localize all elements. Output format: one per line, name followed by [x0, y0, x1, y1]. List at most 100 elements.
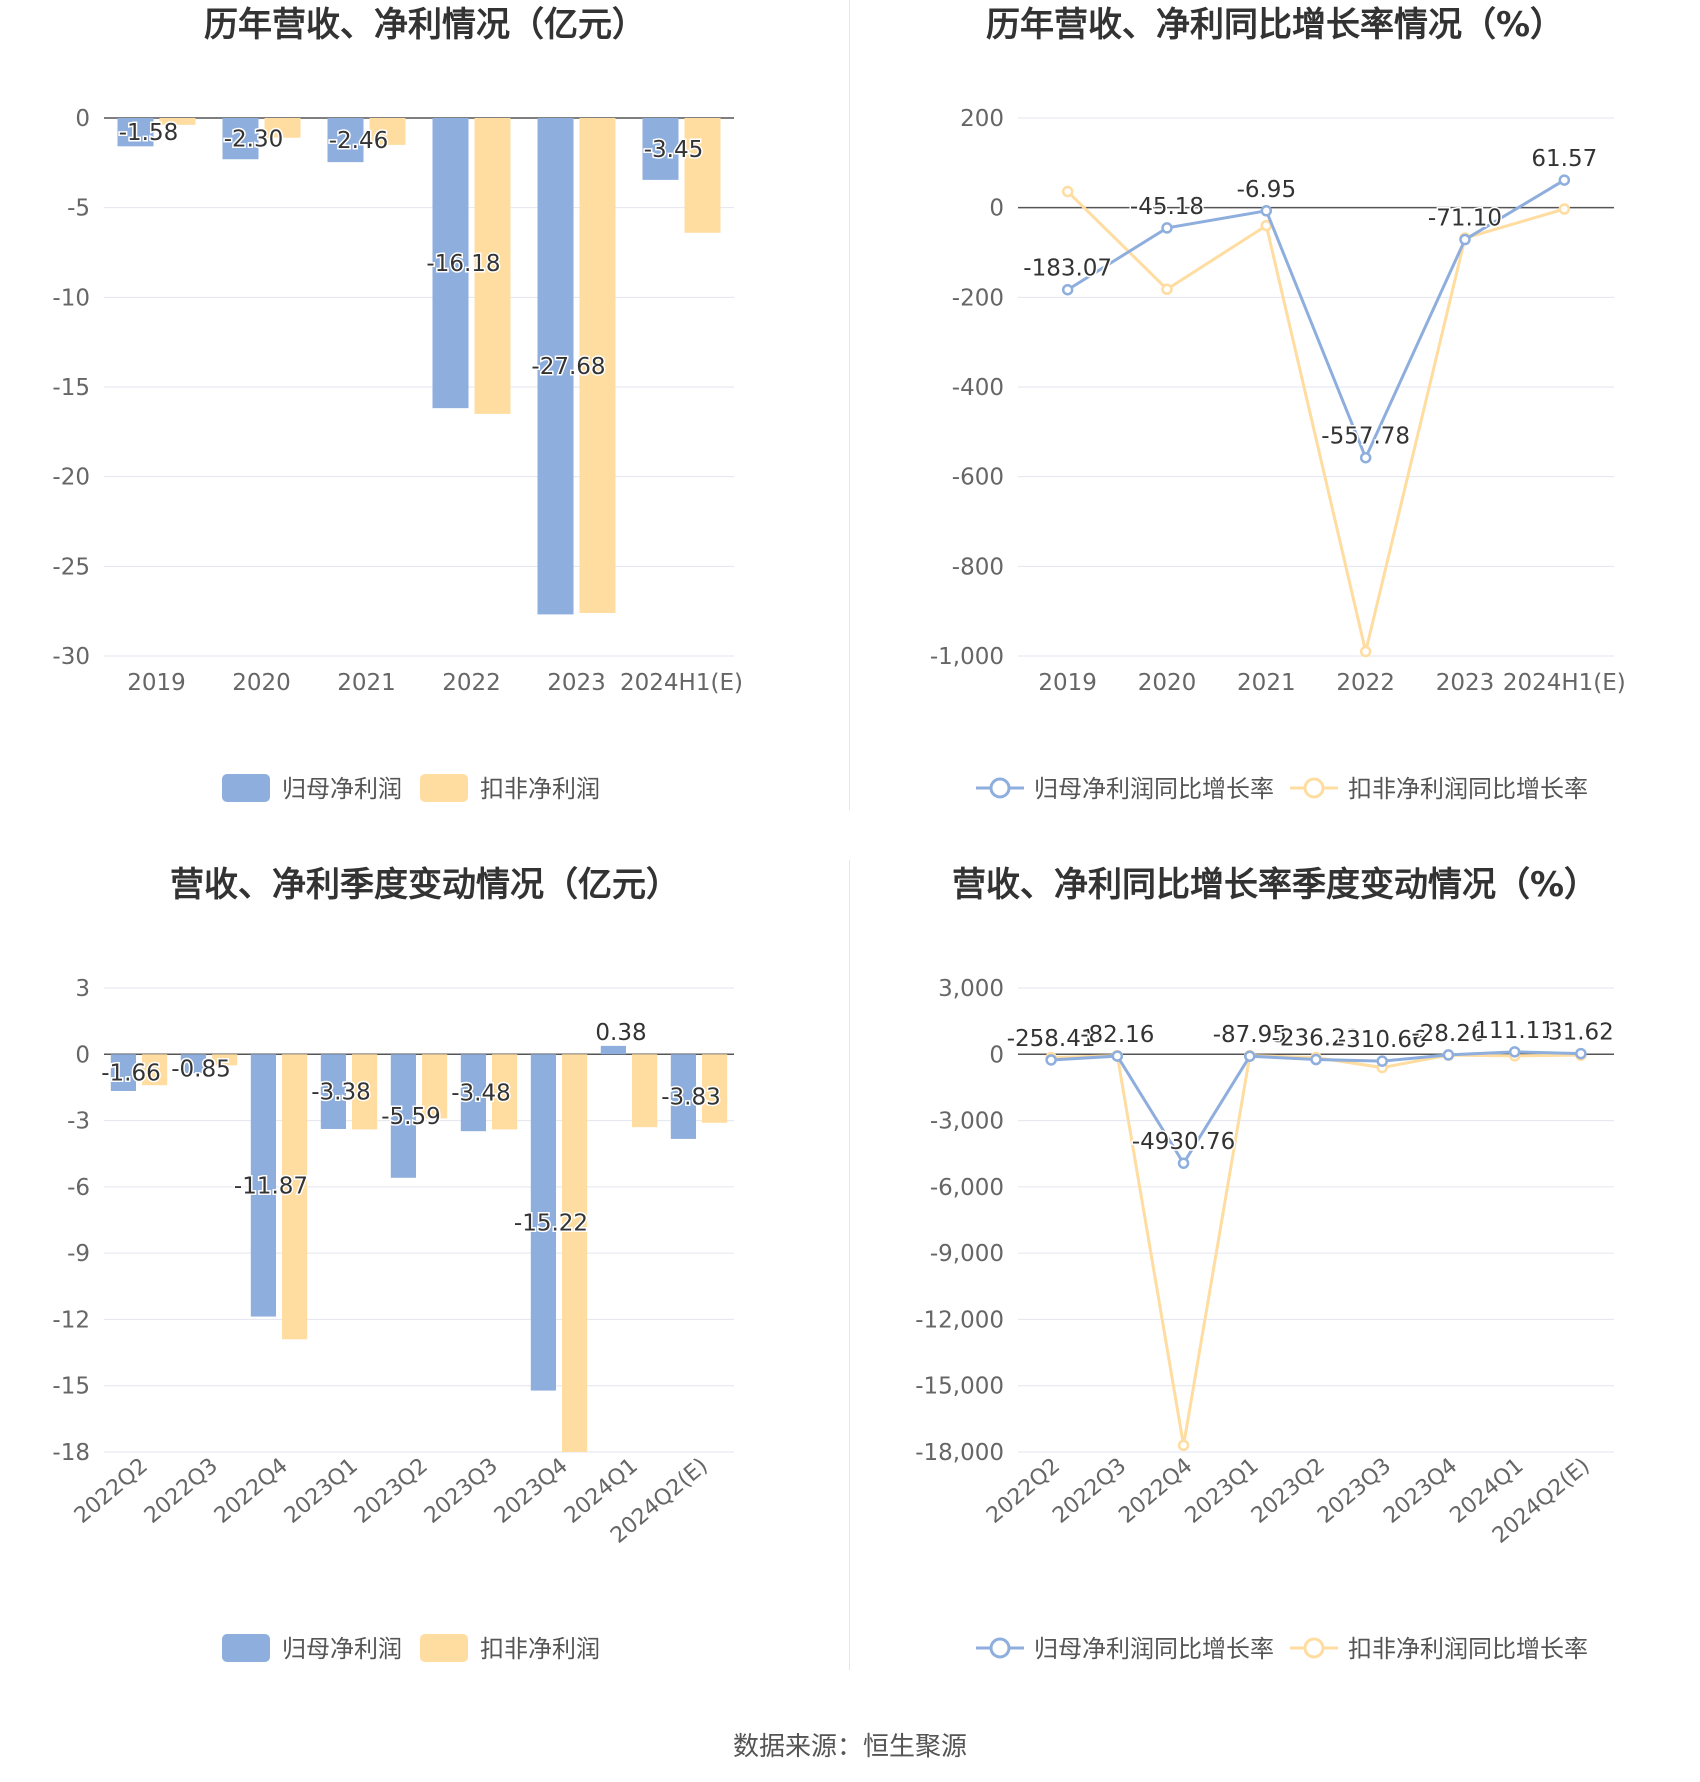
legend-label: 归母净利润同比增长率 — [1034, 775, 1274, 803]
x-tick-label: 2019 — [1038, 670, 1097, 696]
y-tick-label: -12 — [52, 1307, 90, 1333]
bar — [250, 1054, 276, 1317]
chart-title: 历年营收、净利情况（亿元） — [204, 5, 646, 45]
x-tick-label: 2023Q3 — [420, 1453, 503, 1528]
data-point — [1045, 1054, 1057, 1066]
bar — [320, 1054, 346, 1129]
bar — [212, 1054, 238, 1066]
data-point — [1459, 233, 1471, 246]
chart-title: 营收、净利季度变动情况（亿元） — [170, 865, 680, 905]
x-tick-label: 2022Q3 — [1048, 1453, 1131, 1528]
y-tick-label: 3,000 — [938, 976, 1004, 1002]
legend-label: 扣非净利润同比增长率 — [1348, 1635, 1588, 1663]
bar — [492, 1054, 518, 1130]
y-tick-label: 0 — [75, 106, 90, 132]
y-tick-label: -3 — [67, 1109, 90, 1135]
bar — [352, 1054, 378, 1130]
x-tick-label: 2023Q4 — [1379, 1453, 1462, 1528]
chart-title: 历年营收、净利同比增长率情况（%） — [986, 5, 1564, 45]
chart-title: 营收、净利同比增长率季度变动情况（%） — [952, 865, 1598, 905]
bar — [390, 1054, 416, 1178]
divider-bottom — [849, 860, 850, 1670]
y-tick-label: -800 — [952, 554, 1004, 580]
y-tick-label: -5 — [67, 196, 90, 222]
legend-swatch — [420, 774, 468, 802]
data-label: -2.46 — [329, 128, 389, 154]
y-tick-label: 3 — [75, 976, 90, 1002]
legend-swatch — [222, 1634, 270, 1662]
x-tick-label: 2023Q4 — [490, 1453, 573, 1528]
bar — [684, 118, 721, 233]
y-tick-label: -200 — [952, 285, 1004, 311]
data-label: -6.95 — [1237, 177, 1297, 203]
y-tick-label: -3,000 — [930, 1109, 1004, 1135]
y-tick-label: -6 — [67, 1175, 90, 1201]
data-point — [1310, 1053, 1322, 1066]
y-tick-label: -15 — [52, 375, 90, 401]
legend-label: 归母净利润 — [282, 1635, 402, 1663]
data-point — [1376, 1055, 1388, 1067]
series-line — [1066, 178, 1566, 462]
legend-swatch — [989, 1637, 1011, 1659]
data-label: -236.23 — [1272, 1026, 1361, 1052]
data-label: -3.38 — [311, 1080, 371, 1106]
data-label: 31.62 — [1548, 1020, 1614, 1046]
y-tick-label: 0 — [989, 196, 1004, 222]
data-label: -45.18 — [1130, 194, 1204, 220]
data-label: -28.26 — [1411, 1021, 1485, 1047]
data-label: -3.83 — [661, 1085, 721, 1111]
data-point — [1061, 185, 1074, 198]
data-point — [1161, 222, 1173, 234]
x-tick-label: 2022 — [1336, 670, 1395, 696]
y-tick-label: 0 — [75, 1042, 90, 1068]
x-tick-label: 2022Q4 — [210, 1453, 293, 1528]
data-point — [1575, 1047, 1587, 1060]
bar — [282, 1054, 308, 1340]
x-tick-label: 2023Q3 — [1313, 1453, 1396, 1528]
data-label: -258.41 — [1007, 1026, 1096, 1052]
x-tick-label: 2023 — [1436, 670, 1495, 696]
legend-swatch — [420, 1634, 468, 1662]
data-point — [1260, 205, 1273, 217]
data-label: -27.68 — [531, 354, 605, 380]
x-tick-label: 2023Q1 — [280, 1453, 363, 1528]
data-label: -4930.76 — [1132, 1129, 1235, 1155]
x-tick-label: 2022 — [442, 670, 501, 696]
y-tick-label: -10 — [52, 285, 90, 311]
x-tick-label: 2022Q4 — [1114, 1453, 1197, 1528]
panel-annual-profit: 历年营收、净利情况（亿元） 0 -5 -10 -15 -20 -25 -30 2019 2020 2… — [0, 0, 850, 860]
bar — [264, 118, 301, 138]
x-tick-label: 2024H1(E) — [1503, 670, 1626, 696]
legend-swatch — [1303, 1637, 1325, 1659]
bar — [537, 118, 574, 615]
x-tick-label: 2023 — [547, 670, 606, 696]
panel-annual-growth: 历年营收、净利同比增长率情况（%） 200 0 -200 -400 -600 -800 -1,… — [850, 0, 1700, 860]
bar — [600, 1045, 626, 1055]
bar — [369, 118, 406, 145]
bar — [180, 1054, 206, 1074]
data-label: 61.57 — [1531, 146, 1597, 172]
legend-label: 归母净利润同比增长率 — [1034, 1635, 1274, 1663]
data-label: -15.22 — [514, 1210, 588, 1236]
bar — [117, 118, 154, 147]
y-tick-label: -12,000 — [915, 1307, 1004, 1333]
y-tick-label: -18,000 — [915, 1440, 1004, 1466]
x-tick-label: 2023Q1 — [1181, 1453, 1264, 1528]
chart-quarterly-growth: 营收、净利同比增长率季度变动情况（%） 3,000 0 -3,000 -6,000 -9,… — [915, 865, 1615, 1663]
x-tick-label: 2020 — [232, 670, 291, 696]
panel-quarterly-growth: 营收、净利同比增长率季度变动情况（%） 3,000 0 -3,000 -6,000 -9,… — [850, 860, 1700, 1720]
x-tick-label: 2023Q2 — [1247, 1453, 1330, 1528]
y-tick-label: 0 — [989, 1042, 1004, 1068]
bar — [110, 1054, 136, 1091]
data-point — [1558, 203, 1571, 215]
legend-label: 归母净利润 — [282, 775, 402, 803]
y-tick-label: -9,000 — [930, 1241, 1004, 1267]
legend-swatch — [222, 774, 270, 802]
legend-swatch — [1303, 777, 1325, 799]
data-label: -2.30 — [224, 127, 284, 153]
series-line — [1066, 190, 1565, 652]
data-source: 数据来源：恒生聚源 — [732, 1732, 967, 1762]
data-label: -16.18 — [426, 251, 500, 277]
data-point — [1161, 283, 1173, 296]
data-label: -11.87 — [234, 1173, 308, 1199]
